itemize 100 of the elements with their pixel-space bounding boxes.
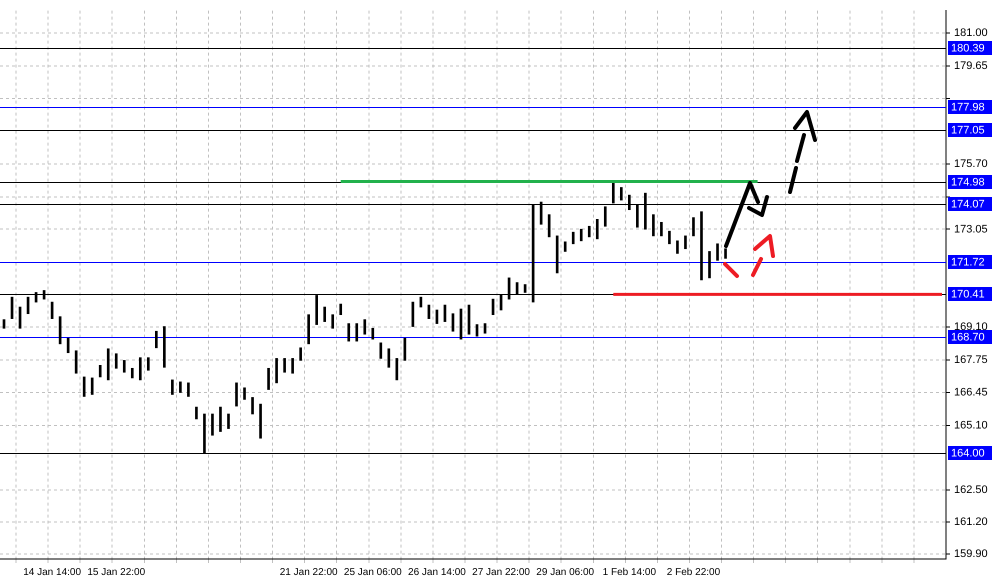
bar <box>716 243 719 261</box>
bar <box>106 348 110 380</box>
x-tick-label: 25 Jan 06:00 <box>344 566 402 578</box>
bar <box>299 347 302 361</box>
ref-line-label: 168.70 <box>951 332 985 344</box>
bar <box>114 353 118 369</box>
bar <box>556 236 559 274</box>
bar <box>468 304 470 335</box>
bar <box>396 358 398 380</box>
bar <box>283 358 286 373</box>
bar <box>74 350 78 374</box>
y-tick-label: 169.10 <box>954 320 988 333</box>
y-tick-label: 159.90 <box>954 548 988 560</box>
bar <box>171 380 174 395</box>
bar <box>588 226 591 238</box>
y-tick-label: 173.05 <box>954 223 988 236</box>
bar <box>66 338 70 354</box>
bar <box>195 406 198 420</box>
bar <box>668 230 671 244</box>
x-tick-label: 15 Jan 22:00 <box>87 566 146 578</box>
bar <box>219 406 222 432</box>
bar <box>179 382 182 393</box>
bar <box>708 251 711 278</box>
bar <box>18 306 22 329</box>
bar <box>652 214 655 236</box>
bar <box>355 323 358 342</box>
bar <box>700 211 703 280</box>
bar <box>387 348 390 368</box>
bar <box>379 342 382 359</box>
bar <box>620 187 623 200</box>
x-tick-label: 14 Jan 14:00 <box>23 566 82 578</box>
bar <box>484 323 486 334</box>
bar <box>596 219 599 240</box>
bar <box>428 304 430 319</box>
bar <box>347 323 350 342</box>
bar <box>572 232 575 244</box>
bar <box>371 328 374 340</box>
y-tick-label: 181.00 <box>954 26 988 39</box>
bar <box>227 414 230 429</box>
bar <box>684 236 687 250</box>
ref-line-label: 177.98 <box>951 102 985 114</box>
bar <box>404 338 406 361</box>
y-tick-label: 167.75 <box>954 354 988 366</box>
ref-line-label: 177.05 <box>951 124 985 137</box>
bar <box>460 308 462 340</box>
ref-line-label: 171.72 <box>951 256 985 269</box>
bar <box>2 319 6 329</box>
bar <box>476 324 478 337</box>
bar <box>155 330 158 348</box>
y-tick-label: 162.50 <box>954 484 988 496</box>
x-tick-label: 26 Jan 14:00 <box>408 566 466 578</box>
bar <box>724 248 727 259</box>
bar <box>323 306 326 322</box>
bar <box>452 313 454 332</box>
bar <box>10 296 14 319</box>
ref-line-label: 174.07 <box>951 198 985 211</box>
bar <box>235 382 238 406</box>
bar <box>211 414 214 436</box>
bar <box>548 214 550 238</box>
bar <box>692 217 695 236</box>
x-tick-label: 2 Feb 22:00 <box>666 566 721 578</box>
bar <box>138 357 142 380</box>
bar <box>82 376 86 397</box>
bar <box>146 357 150 371</box>
bar <box>130 368 134 378</box>
bar <box>660 222 663 236</box>
bar <box>444 304 446 322</box>
x-tick-label: 29 Jan 06:00 <box>536 566 595 578</box>
x-tick-label: 27 Jan 22:00 <box>472 566 530 578</box>
y-tick-label: 165.10 <box>954 420 988 432</box>
bar <box>564 241 567 252</box>
bar <box>98 365 102 378</box>
x-tick-label: 21 Jan 22:00 <box>280 566 338 578</box>
ref-line-label: 164.00 <box>951 448 985 460</box>
bar <box>307 314 310 344</box>
bar <box>90 378 94 395</box>
bar <box>676 240 679 254</box>
bar <box>26 296 30 314</box>
bar <box>492 298 494 316</box>
y-tick-label: 166.45 <box>954 386 988 398</box>
bar <box>436 310 438 324</box>
y-tick-label: 175.70 <box>954 158 988 170</box>
bar <box>259 404 262 439</box>
bar <box>251 397 254 414</box>
ref-line-label: 180.39 <box>951 42 985 55</box>
ref-line-label: 174.98 <box>951 176 985 189</box>
bar <box>122 360 126 373</box>
bar <box>412 302 414 327</box>
ref-line-label: 170.41 <box>951 288 985 301</box>
y-tick-label: 161.20 <box>954 516 988 528</box>
bar <box>163 326 166 368</box>
bar <box>275 358 278 384</box>
bar <box>331 314 334 329</box>
bar <box>420 296 422 308</box>
bar <box>580 228 583 242</box>
x-tick-label: 1 Feb 14:00 <box>602 566 656 578</box>
bar <box>58 316 62 344</box>
bar <box>267 368 270 390</box>
bar <box>243 387 246 400</box>
y-tick-label: 179.65 <box>954 60 988 72</box>
